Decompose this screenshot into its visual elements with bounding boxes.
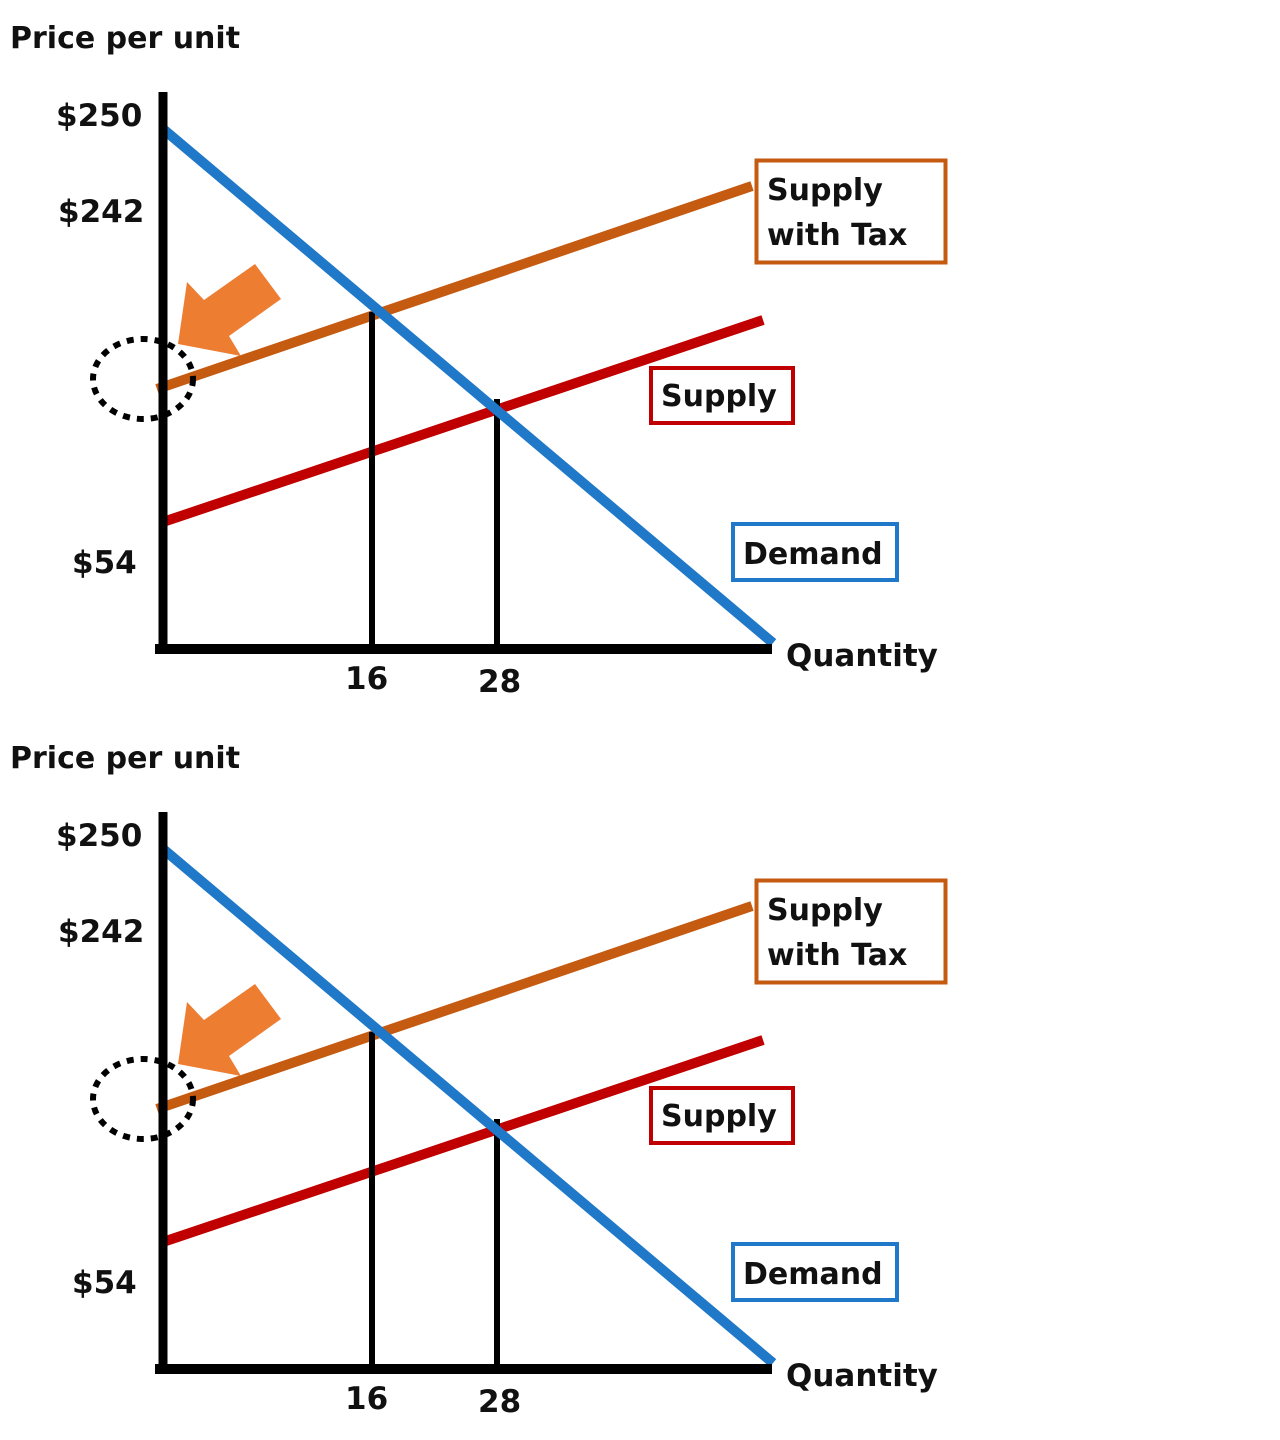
orange-arrow-icon <box>178 264 281 356</box>
chart-panel-1: Price per unit $250 $242 $54 16 28 Quant… <box>10 21 948 700</box>
dashed-circle-annotation <box>90 336 196 422</box>
supply-label: Supply <box>661 379 777 414</box>
y-tick-label-242: $242 <box>58 914 144 950</box>
orange-arrow-icon <box>178 984 281 1076</box>
x-axis-title: Quantity <box>786 1358 938 1394</box>
x-tick-label-28: 28 <box>478 664 521 700</box>
supply-with-tax-label-box <box>754 878 948 985</box>
y-tick-label-242: $242 <box>58 194 144 230</box>
supply-demand-chart-1: Price per unit $250 $242 $54 16 28 Quant… <box>10 21 948 700</box>
supply-with-tax-label: Supply <box>767 893 883 928</box>
supply-with-tax-line <box>155 901 754 1114</box>
supply-with-tax-label: Supply <box>767 173 883 208</box>
supply-label-box <box>649 366 795 425</box>
chart-panel-2: Price per unit $250 $242 $54 16 28 Quant… <box>0 720 1280 1440</box>
x-tick-label-16: 16 <box>345 661 388 697</box>
supply-with-tax-label-line2: with Tax <box>767 938 907 973</box>
supply-with-tax-label-line2: with Tax <box>767 218 907 253</box>
demand-label: Demand <box>743 1257 883 1292</box>
y-tick-label-250: $250 <box>56 818 142 854</box>
supply-label-box <box>649 1086 795 1145</box>
y-tick-label-54: $54 <box>72 545 137 581</box>
x-axis-title: Quantity <box>786 638 938 674</box>
x-tick-label-28: 28 <box>478 1384 521 1420</box>
demand-label-box <box>731 522 899 582</box>
supply-demand-chart-2: Price per unit $250 $242 $54 16 28 Quant… <box>10 741 948 1420</box>
y-axis-title: Price per unit <box>10 21 240 56</box>
y-tick-label-250: $250 <box>56 98 142 134</box>
y-axis-title: Price per unit <box>10 741 240 776</box>
demand-label: Demand <box>743 537 883 572</box>
x-tick-label-16: 16 <box>345 1381 388 1417</box>
dashed-circle-annotation <box>90 1056 196 1142</box>
supply-with-tax-label-box <box>754 158 948 265</box>
demand-line <box>158 124 777 647</box>
supply-line <box>161 1035 765 1247</box>
demand-line <box>158 844 777 1367</box>
demand-label-box <box>731 1242 899 1302</box>
supply-line <box>161 315 765 527</box>
y-tick-label-54: $54 <box>72 1265 137 1301</box>
supply-label: Supply <box>661 1099 777 1134</box>
supply-with-tax-line <box>155 181 754 394</box>
